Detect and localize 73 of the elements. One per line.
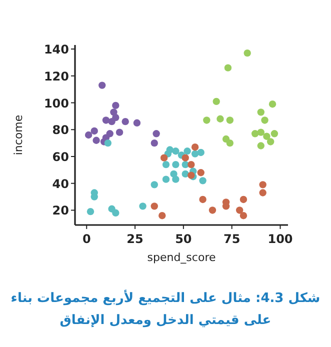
point [203,116,210,124]
point [160,154,168,162]
point [191,150,199,158]
point [257,142,264,150]
point [166,146,174,154]
point [172,160,180,168]
point [197,169,204,176]
point [259,181,266,188]
point [108,118,116,126]
point [216,115,224,122]
y-tick-label: 120 [44,69,69,84]
point [182,170,189,178]
y-axis-title: income [12,114,25,156]
y-tick-label: 60 [52,150,69,164]
point [259,189,266,196]
point [240,212,248,220]
point [199,196,206,204]
point [199,177,206,184]
x-tick-label: 0 [82,232,91,246]
point [188,160,195,168]
point [268,100,276,108]
point [226,116,234,124]
point [184,148,191,155]
point [182,154,189,162]
x-axis-title: spend_score [147,251,216,264]
point [263,132,270,140]
point [98,82,106,89]
point [122,118,129,126]
point [172,176,180,183]
x-tick-label: 25 [126,232,144,246]
y-tick-label: 100 [44,96,69,110]
point [150,181,158,188]
point [139,202,146,210]
point [102,116,110,124]
x-tick-label: 75 [223,232,240,246]
point [226,139,234,147]
text: شكل 4.3: مثال على التجميع لأربع مجموعات بناء على قيمتي الدخل ومعدل الإنفاق [10,288,321,330]
point [92,136,100,144]
point [212,98,220,106]
point [158,212,166,220]
point [84,131,92,139]
point [236,206,244,214]
point [244,49,251,57]
x-tick-label: 50 [175,232,192,246]
point [162,176,170,183]
point [162,160,170,168]
point [261,116,268,124]
point [116,128,124,136]
point [152,130,160,138]
point [251,130,259,138]
point [257,128,264,136]
point [224,64,232,72]
point [104,139,112,147]
point [257,108,264,116]
y-tick-label: 140 [44,42,69,57]
x-tick-label: 100 [268,232,293,246]
point [266,138,274,146]
point [270,130,278,138]
point [112,209,120,217]
y-tick-label: 80 [52,123,69,138]
point [197,148,204,156]
point [112,102,120,110]
point [240,196,248,204]
point [86,208,94,216]
point [150,139,158,147]
y-tick-label: 40 [52,176,69,191]
point [90,127,98,135]
point [133,119,141,127]
point [208,206,216,214]
point [172,148,180,155]
y-tick-label: 20 [52,204,69,218]
point [150,202,158,210]
point [191,143,199,151]
